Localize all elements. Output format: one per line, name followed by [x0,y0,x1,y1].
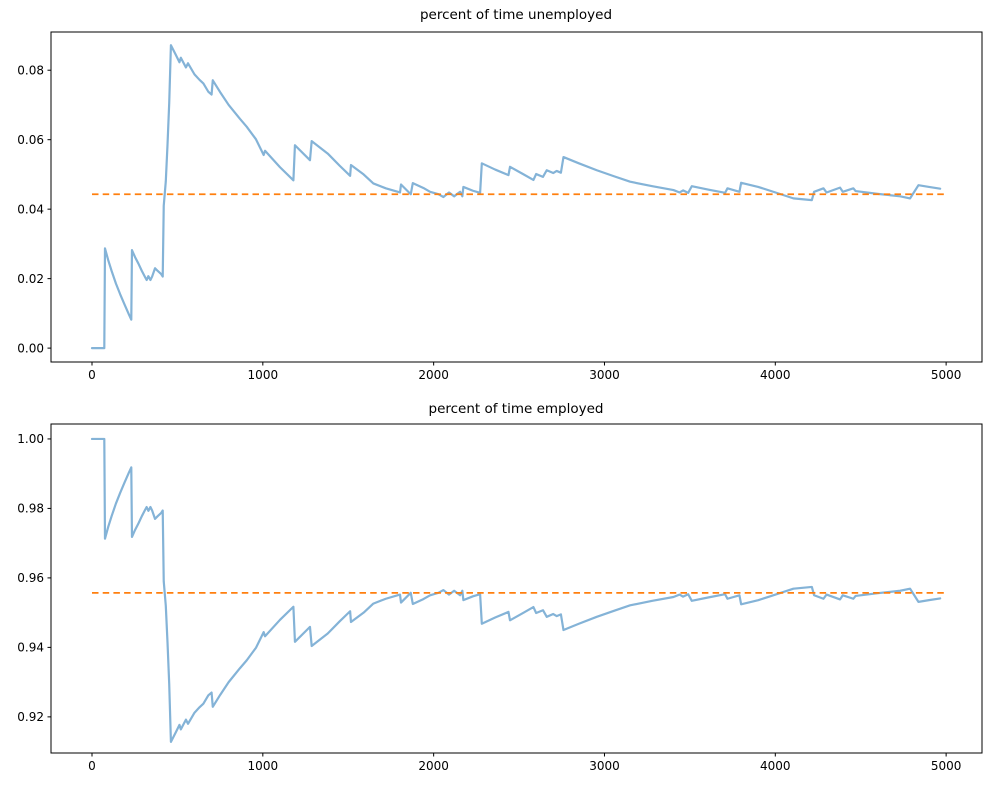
unemployed-x-tick-label: 0 [88,368,96,382]
employed-axes-spines [50,423,983,754]
unemployed-y-tick-label: 0.02 [17,272,44,286]
unemployed-y-tick-label: 0.00 [17,341,44,355]
employed-y-tick-label: 1.00 [17,432,44,446]
employed-y-tick-label: 0.96 [17,571,44,585]
unemployed-x-tick-label: 5000 [931,368,962,382]
unemployed-y-tick-label: 0.04 [17,202,44,216]
chart-title-unemployed: percent of time unemployed [420,7,612,23]
employed-x-tick-label: 3000 [589,759,620,773]
employed-x-tick-label: 5000 [931,759,962,773]
employed-y-tick-label: 0.94 [17,641,44,655]
unemployed-x-tick-label: 3000 [589,368,620,382]
unemployed-x-tick-label: 1000 [248,368,279,382]
unemployed-x-tick-label: 2000 [418,368,449,382]
employed-y-tick-label: 0.98 [17,502,44,516]
axes-employed: 0 1000 2000 3000 4000 5000 0.92 0.94 0.96 0.98 1.0… [17,423,983,773]
employed-x-tick-label: 0 [88,759,96,773]
unemployed-y-tick-label: 0.06 [17,133,44,147]
chart-title-employed: percent of time employed [429,401,604,417]
employed-x-tick-label: 4000 [760,759,791,773]
unemployed-y-tick-label: 0.08 [17,63,44,77]
employed-y-tick-label: 0.92 [17,710,44,724]
employed-x-tick-label: 1000 [248,759,279,773]
employed-x-tick-label: 2000 [418,759,449,773]
unemployed-x-tick-label: 4000 [760,368,791,382]
unemployed-axes-spines [50,31,983,363]
employed-series-line [90,437,942,743]
axes-unemployed: 0 1000 2000 3000 4000 5000 0.00 0.02 0.04 0.06 0.0… [17,31,983,382]
unemployed-series-line [90,44,942,350]
